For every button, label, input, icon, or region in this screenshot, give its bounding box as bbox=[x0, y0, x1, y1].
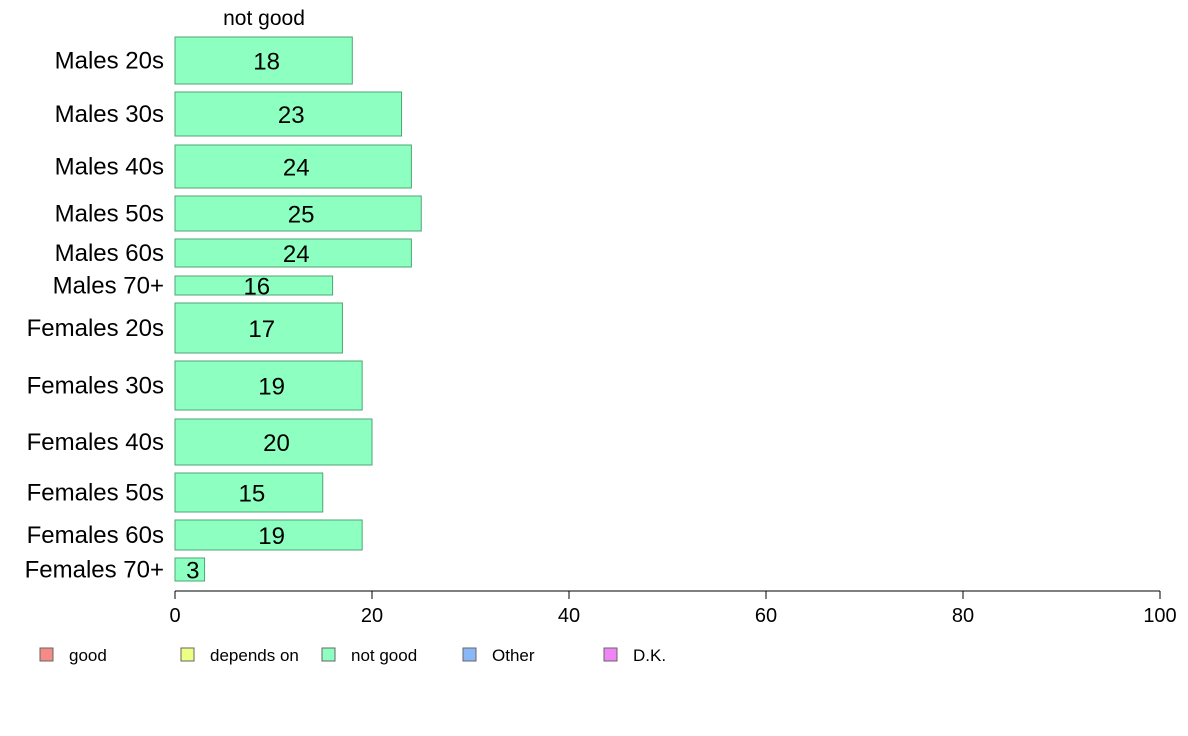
category-label: Females 40s bbox=[27, 429, 164, 456]
category-label: Males 50s bbox=[55, 201, 164, 228]
value-label: 20 bbox=[263, 430, 290, 457]
x-tick-label: 40 bbox=[558, 605, 580, 627]
value-label: 17 bbox=[248, 316, 275, 343]
x-tick-label: 60 bbox=[755, 605, 777, 627]
category-label: Males 70+ bbox=[53, 273, 164, 300]
legend-swatch bbox=[180, 647, 195, 662]
column-title: not good bbox=[223, 7, 305, 30]
bar bbox=[174, 519, 363, 551]
bar bbox=[174, 91, 403, 137]
category-label: Males 30s bbox=[55, 101, 164, 128]
category-label: Females 70+ bbox=[25, 557, 164, 584]
legend-swatch bbox=[462, 647, 477, 662]
x-tick-label: 0 bbox=[169, 605, 180, 627]
legend-label: good bbox=[69, 646, 107, 665]
bar bbox=[174, 195, 422, 232]
legend-label: Other bbox=[492, 646, 535, 665]
value-label: 25 bbox=[288, 202, 315, 229]
value-label: 24 bbox=[283, 241, 310, 268]
bars-group: Males 20s 18 Males 30s 23 Males 40s 24 Males 5… bbox=[25, 36, 422, 585]
value-label: 19 bbox=[258, 523, 285, 550]
x-axis: 0 20 40 60 80 100 bbox=[169, 590, 1177, 627]
bar bbox=[174, 275, 334, 296]
bar bbox=[174, 36, 353, 85]
legend-label: depends on bbox=[210, 646, 299, 665]
value-label: 24 bbox=[283, 155, 310, 182]
bar bbox=[174, 418, 373, 466]
category-label: Males 40s bbox=[55, 154, 164, 181]
value-label: 15 bbox=[239, 481, 266, 508]
value-label: 18 bbox=[253, 49, 280, 76]
x-tick-label: 100 bbox=[1143, 605, 1176, 627]
bar bbox=[174, 360, 363, 411]
category-label: Males 20s bbox=[55, 48, 164, 75]
category-label: Females 50s bbox=[27, 480, 164, 507]
legend: good depends on not good Other D.K. bbox=[39, 646, 666, 665]
bar bbox=[174, 472, 324, 513]
value-label: 3 bbox=[186, 558, 199, 585]
bar bbox=[174, 302, 343, 354]
category-label: Females 60s bbox=[27, 522, 164, 549]
legend-label: D.K. bbox=[633, 646, 666, 665]
x-tick-label: 80 bbox=[952, 605, 974, 627]
category-label: Females 20s bbox=[27, 315, 164, 342]
bar bbox=[174, 238, 412, 268]
legend-swatch bbox=[603, 647, 618, 662]
value-label: 23 bbox=[278, 102, 305, 129]
bar bbox=[174, 557, 206, 582]
category-label: Females 30s bbox=[27, 373, 164, 400]
x-tick-label: 20 bbox=[361, 605, 383, 627]
legend-swatch bbox=[39, 647, 54, 662]
category-label: Males 60s bbox=[55, 240, 164, 267]
bar bbox=[174, 144, 412, 189]
value-label: 19 bbox=[258, 374, 285, 401]
legend-swatch bbox=[321, 647, 336, 662]
legend-label: not good bbox=[351, 646, 417, 665]
value-label: 16 bbox=[243, 274, 270, 301]
